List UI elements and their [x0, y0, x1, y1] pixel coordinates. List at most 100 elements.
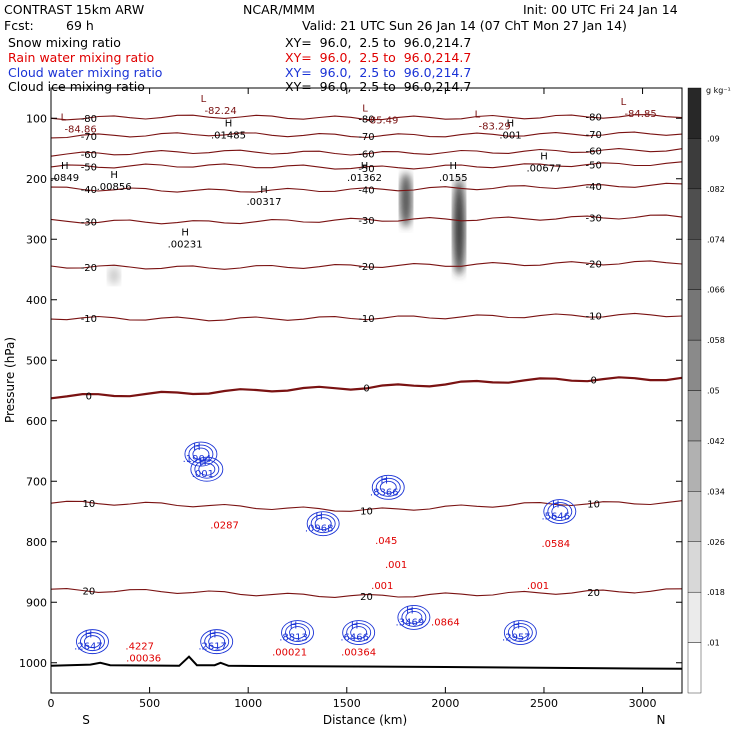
- colorbar-segment: [687, 87, 702, 139]
- temperature-contour-label: -10: [585, 312, 601, 323]
- field-xy-rain: XY= 96.0, 2.5 to 96.0,214.7: [285, 50, 472, 65]
- snow-shading-layer: [108, 172, 466, 285]
- x-tick-label: 0: [48, 697, 55, 710]
- temperature-contour-label: -40: [585, 182, 601, 193]
- cloud-water-contour: [204, 632, 230, 652]
- y-tick-label: 300: [26, 233, 47, 246]
- colorbar-tick-label: .018: [707, 588, 725, 597]
- cloud-water-contour: [314, 517, 332, 531]
- colorbar-segment: [687, 289, 702, 341]
- y-tick-label: 1000: [19, 657, 47, 670]
- temperature-contour: [50, 588, 683, 598]
- rain-label: .001: [371, 581, 393, 592]
- rain-label: .00021: [272, 648, 307, 659]
- snow-maximum-label-marker: H: [61, 161, 69, 172]
- x-tick-label: 1000: [234, 697, 262, 710]
- cloud-water-contour: [371, 474, 405, 500]
- cloud-water-label: .0968: [305, 524, 334, 535]
- valid-time: Valid: 21 UTC Sun 26 Jan 14 (07 ChT Mon …: [302, 18, 627, 33]
- minimum-label: -85.49: [366, 115, 398, 126]
- field-name-cloud-ice: Cloud ice mixing ratio: [8, 79, 145, 94]
- temperature-contour-label: -20: [358, 262, 374, 273]
- colorbar-segment: [687, 188, 702, 240]
- colorbar-tick-label: .09: [707, 134, 720, 143]
- rain-label: .0864: [431, 617, 460, 628]
- cloud-water-contour: [184, 441, 218, 467]
- temperature-contour-label: 10: [82, 499, 95, 510]
- cloud-water-label-marker: H: [209, 630, 217, 641]
- minimum-marker: L: [362, 103, 368, 114]
- axes-layer: 0 500 1000 1500 2000 2500 30001002003004005006…: [19, 88, 682, 710]
- x-end-label-south: S: [82, 713, 90, 727]
- cloud-water-contour: [188, 444, 214, 464]
- snow-shade-blob: [108, 266, 121, 285]
- temperature-contour-label: -10: [81, 314, 97, 325]
- cloud-water-label-marker: H: [351, 621, 359, 632]
- temperature-contour: [50, 260, 683, 270]
- field-name-rain: Rain water mixing ratio: [8, 50, 155, 65]
- x-tick-label: 3000: [629, 697, 657, 710]
- snow-maximum-label: .01485: [211, 130, 246, 141]
- cloud-water-contour: [306, 511, 340, 537]
- temperature-contour-label: -70: [585, 130, 601, 141]
- colorbar-tick-label: .026: [707, 538, 725, 547]
- cloud-water-contour: [503, 620, 537, 645]
- colorbar-segment: [687, 491, 702, 542]
- rain-label: .0584: [541, 539, 570, 550]
- terrain-layer: [50, 655, 683, 670]
- fcst-label: Fcst:: [4, 18, 34, 33]
- y-tick-label: 500: [26, 354, 47, 367]
- field-xy-cloud-water: XY= 96.0, 2.5 to 96.0,214.7: [285, 65, 472, 80]
- cloud-water-contour: [84, 635, 101, 649]
- colorbar-segment: [687, 390, 702, 442]
- cloud-water-contour: [208, 635, 226, 649]
- temperature-contour-label: -80: [81, 114, 97, 125]
- temperature-contour: [50, 161, 683, 170]
- y-tick-label: 200: [26, 173, 47, 186]
- minimum-label: -84.86: [64, 124, 96, 135]
- colorbar-unit: g kg⁻¹: [706, 86, 731, 95]
- cloud-water-label-marker: H: [315, 512, 323, 523]
- model-title: CONTRAST 15km ARW: [4, 2, 145, 17]
- cloud-water-contours: [76, 441, 577, 655]
- minimum-marker: L: [621, 97, 627, 108]
- snow-shade-blob: [453, 178, 466, 276]
- field-name-cloud-water: Cloud water mixing ratio: [8, 65, 163, 80]
- cloud-water-contour: [350, 626, 368, 639]
- snow-maximum-label: .0155: [439, 173, 468, 184]
- temperature-contour-label: -80: [358, 114, 374, 125]
- cloud-water-contour: [346, 623, 372, 642]
- cloud-water-label-marker: H: [513, 621, 521, 632]
- snow-maximum-label-marker: H: [181, 227, 189, 238]
- colorbar-tick-label: .058: [707, 336, 725, 345]
- temperature-contour-labels: -80 -80 -80-70 -70 -70-60 -60 -60-50 -50 -50-40-…: [81, 113, 602, 604]
- cloud-water-contour: [198, 462, 216, 476]
- cloud-water-contour: [281, 620, 314, 645]
- temperature-contours: [50, 114, 683, 598]
- x-axis-label: Distance (km): [323, 713, 407, 727]
- temperature-contour: [50, 312, 683, 322]
- snow-maximum-label: .0849: [50, 173, 79, 184]
- minimum-marker: L: [201, 94, 207, 105]
- temperature-contour-label: 10: [360, 506, 373, 517]
- fcst-value: 69 h: [66, 18, 94, 33]
- temperature-contour-label: 10: [587, 499, 600, 510]
- snow-maximum-label-marker: H: [110, 170, 118, 181]
- snow-maximum-label-marker: H: [225, 118, 233, 129]
- field-xy-snow: XY= 96.0, 2.5 to 96.0,214.7: [285, 35, 472, 50]
- snow-maximum-label: .01362: [347, 173, 382, 184]
- temperature-contour: [50, 131, 683, 139]
- cloud-water-label-marker: H: [406, 605, 414, 616]
- cloud-water-label: .5646: [541, 512, 570, 523]
- snow-maximum-label-marker: H: [449, 161, 457, 172]
- colorbar-tick-label: .05: [707, 387, 720, 396]
- snow-maximum-label: .00231: [168, 239, 203, 250]
- temperature-contour-label: -20: [585, 259, 601, 270]
- temperature-contour-label: -50: [585, 161, 601, 172]
- cloud-water-contour: [401, 607, 427, 627]
- cloud-water-contour: [190, 456, 224, 482]
- y-tick-label: 400: [26, 294, 47, 307]
- x-end-label-north: N: [657, 713, 666, 727]
- colorbar-tick-label: .082: [707, 185, 725, 194]
